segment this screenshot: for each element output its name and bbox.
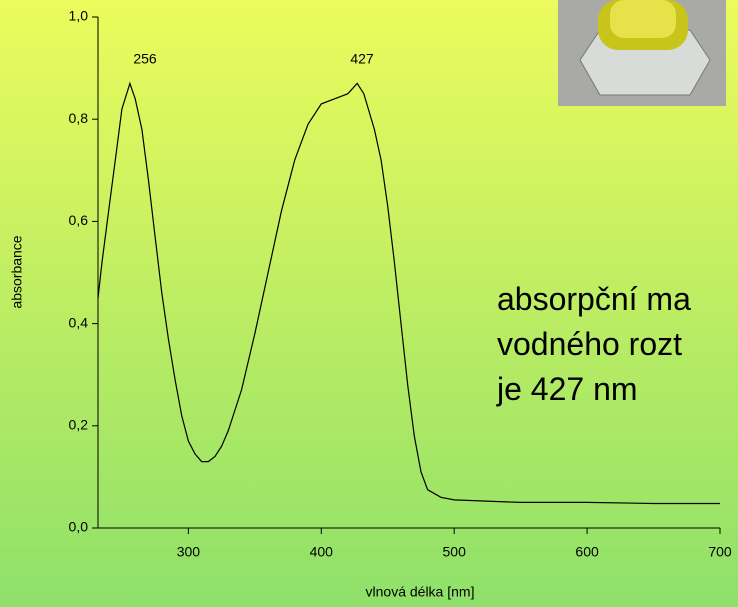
x-tick-label: 300	[177, 544, 201, 560]
x-tick-label: 500	[443, 544, 467, 560]
x-tick-label: 400	[310, 544, 334, 560]
y-tick-label: 0,6	[69, 212, 89, 228]
y-axis-label: absorbance	[9, 235, 25, 308]
y-tick-label: 0,2	[69, 417, 89, 433]
y-tick-label: 0,0	[69, 519, 89, 535]
peak-label: 256	[133, 51, 157, 67]
annotation: je 427 nm	[496, 371, 638, 407]
annotation: vodného rozt	[497, 326, 682, 362]
photo	[558, 0, 726, 106]
y-tick-label: 1,0	[69, 8, 89, 24]
peak-label: 427	[350, 51, 374, 67]
y-tick-label: 0,4	[69, 314, 89, 330]
x-tick-label: 700	[708, 544, 732, 560]
x-axis-label: vlnová délka [nm]	[366, 584, 475, 600]
x-tick-label: 600	[575, 544, 599, 560]
annotation: absorpční ma	[497, 281, 691, 317]
y-tick-label: 0,8	[69, 110, 89, 126]
spectrum-line	[97, 81, 720, 505]
